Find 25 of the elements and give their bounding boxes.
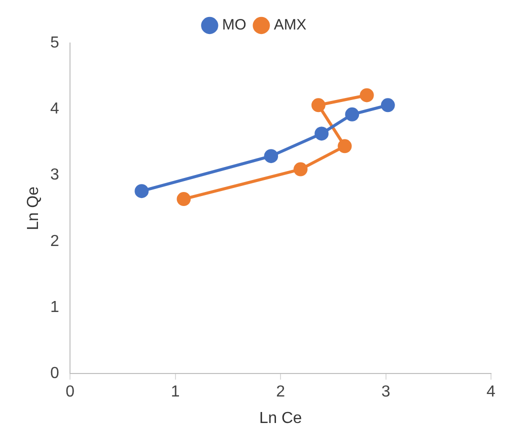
y-tick-label: 3 [50,166,60,184]
x-tick-label: 4 [486,384,496,401]
point [380,98,395,112]
y-tick-label: 5 [50,34,60,52]
point [345,107,360,122]
point [311,98,326,112]
x-tick-label: 3 [381,384,390,401]
point [176,192,191,206]
point [134,184,149,198]
point [264,149,278,164]
point [360,88,374,102]
x-tick-label: 2 [276,384,286,401]
point [338,139,352,154]
x-tick-label: 1 [170,384,180,401]
legend-label: MO [222,16,246,34]
y-tick-label: 0 [50,365,60,382]
legend-label: AMX [274,16,306,34]
y-tick-label: 4 [50,100,60,118]
point [314,126,329,141]
y-tick-label: 1 [50,298,60,316]
x-axis-title: Ln Ce [259,410,302,427]
point [294,162,308,176]
x-tick-label: 0 [66,384,75,401]
y-axis-title: Ln Qe [25,186,42,230]
y-tick-label: 2 [50,232,60,250]
